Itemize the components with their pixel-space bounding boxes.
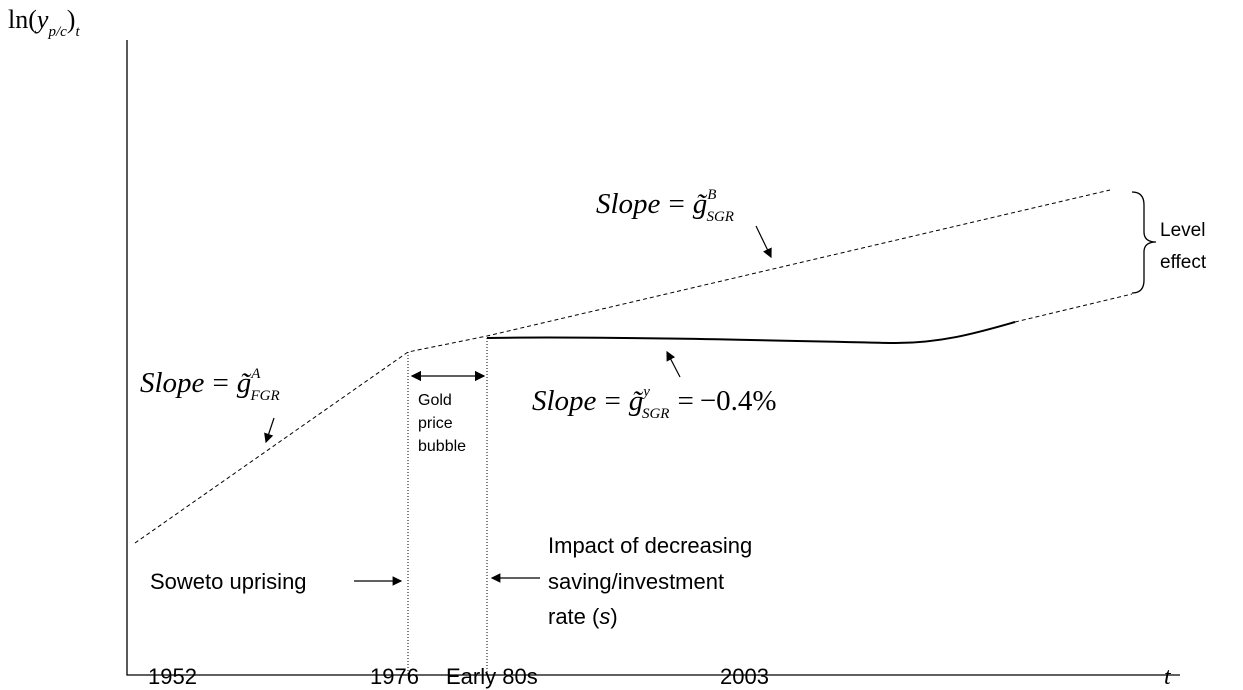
x-ticks: 1952 1976 Early 80s 2003	[148, 664, 769, 689]
label: bubble	[418, 438, 466, 455]
y-axis-label: ln(yp/c)t	[8, 5, 80, 40]
label: Impact of decreasing	[548, 533, 752, 558]
trend-line	[134, 189, 1111, 544]
label: Level	[1160, 220, 1205, 241]
impact-label: Impact of decreasing saving/investment r…	[548, 533, 752, 629]
axes	[126, 40, 1180, 676]
label: effect	[1160, 252, 1207, 273]
x-axis-label: t	[1164, 664, 1172, 690]
arrow	[666, 350, 681, 378]
arrow	[264, 417, 275, 444]
level-label: Level effect	[1160, 220, 1207, 273]
gold-label: Gold price bubble	[418, 392, 466, 455]
bracket	[1131, 191, 1157, 294]
slope-sgr-y: Slope = g̃y SGR = −0.4%	[532, 384, 777, 422]
actual-path	[486, 321, 1016, 345]
slope-fgr: Slope = g̃A FGR	[140, 366, 280, 404]
period-lines	[407, 338, 488, 675]
label: Gold	[418, 392, 452, 409]
label: price	[418, 415, 453, 432]
x-tick-label: 2003	[720, 664, 769, 689]
label: saving/investment	[548, 569, 724, 594]
slope-sgr-b: Slope = g̃B SGR	[596, 187, 734, 225]
x-tick-label: Early 80s	[446, 664, 538, 689]
x-tick-label: 1976	[370, 664, 419, 689]
trend-line	[1014, 293, 1133, 323]
label: Soweto uprising	[150, 569, 307, 594]
x-tick-label: 1952	[148, 664, 197, 689]
arrow	[755, 225, 772, 259]
label: rate (s)	[548, 604, 618, 629]
